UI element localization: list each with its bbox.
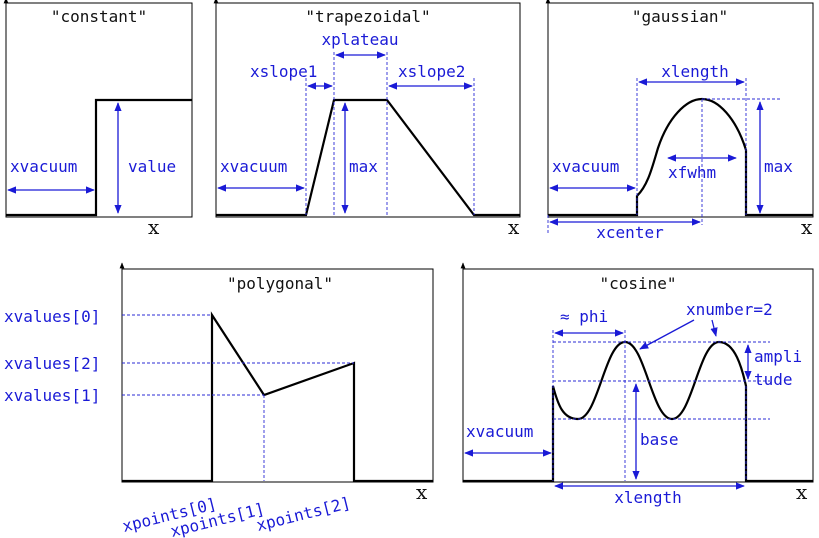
panel-constant: "constant" xvacuum value x [3,0,193,239]
cosine-xlength-label: xlength [614,488,681,507]
trapezoidal-xplateau-label: xplateau [321,30,398,49]
constant-value-label: value [128,157,176,176]
constant-frame [5,2,193,218]
cosine-phi-label: ≈ phi [560,307,608,326]
gaussian-title: "gaussian" [632,7,728,26]
panel-polygonal: "polygonal" xvalues[0] xvalues[2] xvalue… [4,262,434,538]
cosine-xnumber-pointer [710,319,718,337]
trapezoidal-title: "trapezoidal" [305,7,430,26]
trapezoidal-x-axis-label: x [508,215,520,239]
trapezoidal-xslope2-label: xslope2 [398,62,465,81]
cosine-base-label: base [640,430,679,449]
cosine-xnumber-pointer [639,319,695,350]
cosine-ampli-label: ampli [754,347,802,366]
constant-title: "constant" [51,7,147,26]
gaussian-max-label: max [764,157,793,176]
polygonal-x-axis-label: x [416,480,428,504]
constant-xvacuum-label: xvacuum [10,157,77,176]
gaussian-xlength-label: xlength [661,62,728,81]
cosine-title: "cosine" [599,274,676,293]
trapezoidal-xvacuum-label: xvacuum [220,157,287,176]
gaussian-xcenter-label: xcenter [596,223,664,242]
cosine-x-axis-label: x [796,480,808,504]
polygonal-xvalues2-label: xvalues[2] [4,354,100,373]
panel-gaussian: "gaussian" xlength xvacuum xfwhm max xce… [545,0,814,242]
polygonal-curve [122,311,433,483]
gaussian-xfwhm-label: xfwhm [668,163,716,182]
polygonal-xvalues0-label: xvalues[0] [4,307,100,326]
polygonal-xvalues1-label: xvalues[1] [4,386,100,405]
polygonal-xpoints2-label: xpoints[2] [254,493,352,535]
panel-cosine: "cosine" ≈ phi xnumber=2 ampli tude xvac… [460,262,814,507]
constant-curve [6,98,192,217]
panel-trapezoidal: "trapezoidal" xplateau xslope1 xslope2 x… [213,0,521,239]
trapezoidal-xslope1-label: xslope1 [250,62,317,81]
polygonal-frame [121,268,434,483]
trapezoidal-curve [216,98,520,217]
constant-x-axis-label: x [148,215,160,239]
trapezoidal-max-label: max [349,157,378,176]
gaussian-xvacuum-label: xvacuum [552,157,619,176]
cosine-xnumber-label: xnumber=2 [686,300,773,319]
polygonal-title: "polygonal" [227,274,333,293]
gaussian-curve [548,97,813,217]
gaussian-x-axis-label: x [801,215,813,239]
cosine-tude-label: tude [754,370,793,389]
cosine-xvacuum-label: xvacuum [466,422,533,441]
